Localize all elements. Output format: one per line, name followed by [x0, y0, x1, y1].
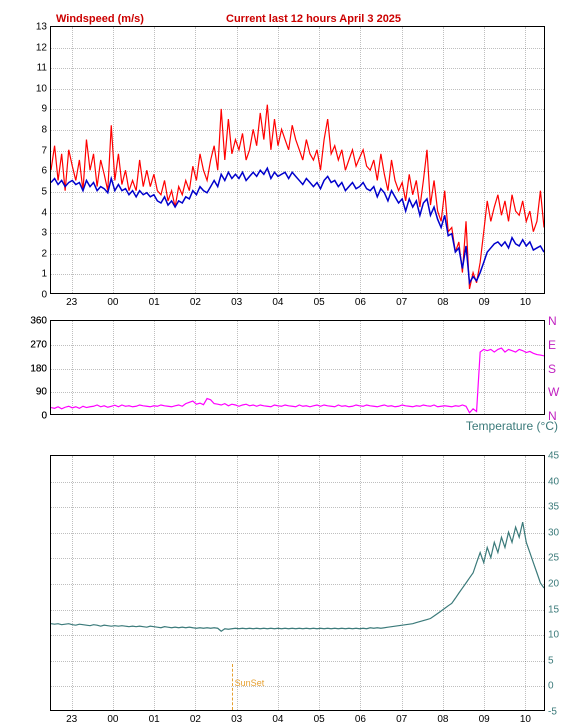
ytick-label: 360: [30, 316, 47, 327]
xtick-label: 06: [355, 297, 366, 308]
windspeed-chart: 0123456789101112132300010203040506070809…: [50, 26, 545, 294]
ytick-label: 11: [37, 63, 47, 74]
series-svg: [51, 27, 544, 293]
xtick-label: 09: [479, 297, 490, 308]
series-gust: [51, 105, 544, 289]
xtick-label: 08: [437, 297, 448, 308]
ytick-label: 13: [36, 22, 47, 33]
xtick-label: 04: [272, 714, 283, 725]
series-direction: [51, 348, 544, 413]
ytick-label: 4: [41, 207, 47, 218]
xtick-label: 10: [520, 297, 531, 308]
ytick-label: 0: [41, 290, 47, 301]
xtick-label: 07: [396, 714, 407, 725]
xtick-label: 01: [149, 714, 160, 725]
ytick-label: -5: [548, 707, 557, 718]
series-svg: [51, 456, 544, 710]
xtick-label: 05: [314, 297, 325, 308]
series-avg: [51, 168, 544, 283]
ytick-label: 0: [548, 681, 554, 692]
ytick-label: 45: [548, 451, 559, 462]
ytick-label: 0: [41, 411, 47, 422]
ytick-label: 35: [548, 502, 559, 513]
xtick-label: 03: [231, 297, 242, 308]
ytick-label: 7: [41, 145, 47, 156]
xtick-label: 01: [149, 297, 160, 308]
xtick-label: 02: [190, 297, 201, 308]
ytick-label: 1: [41, 269, 47, 280]
ytick-label: 2: [41, 248, 47, 259]
chart-title-center: Current last 12 hours April 3 2025: [226, 13, 401, 25]
temperature-title: Temperature (°C): [10, 419, 558, 433]
ytick-label: 10: [36, 83, 47, 94]
ytick-label: 10: [548, 630, 559, 641]
sunset-label: SunSet: [235, 678, 265, 688]
compass-label: N: [548, 409, 557, 423]
temperature-chart: -505101520253035404523000102030405060708…: [50, 455, 545, 711]
xtick-label: 10: [520, 714, 531, 725]
ytick-label: 12: [36, 42, 47, 53]
xtick-label: 23: [66, 714, 77, 725]
windspeed-title: Windspeed (m/s): [56, 13, 144, 25]
xtick-label: 23: [66, 297, 77, 308]
ytick-label: 5: [41, 186, 47, 197]
xtick-label: 02: [190, 714, 201, 725]
direction-chart: 090180270360090180270360NWSEN: [50, 320, 545, 415]
compass-label: E: [548, 338, 556, 352]
xtick-label: 09: [479, 714, 490, 725]
ytick-label: 40: [548, 476, 559, 487]
xtick-label: 08: [437, 714, 448, 725]
xtick-label: 05: [314, 714, 325, 725]
sunset-marker: [232, 664, 233, 710]
ytick-label: 90: [36, 387, 47, 398]
ytick-label: 20: [548, 579, 559, 590]
xtick-label: 00: [107, 714, 118, 725]
compass-label: S: [548, 362, 556, 376]
ytick-label: 15: [548, 604, 559, 615]
ytick-label: 8: [41, 125, 47, 136]
ytick-label: 3: [41, 228, 47, 239]
ytick-label: 180: [30, 363, 47, 374]
ytick-label: 25: [548, 553, 559, 564]
ytick-label: 270: [30, 339, 47, 350]
compass-label: W: [548, 385, 559, 399]
xtick-label: 06: [355, 714, 366, 725]
ytick-label: 30: [548, 527, 559, 538]
compass-label: N: [548, 314, 557, 328]
xtick-label: 03: [231, 714, 242, 725]
xtick-label: 04: [272, 297, 283, 308]
ytick-label: 9: [41, 104, 47, 115]
ytick-label: 6: [41, 166, 47, 177]
ytick-label: 5: [548, 655, 554, 666]
series-temp: [51, 522, 544, 631]
series-svg: [51, 321, 544, 414]
xtick-label: 07: [396, 297, 407, 308]
xtick-label: 00: [107, 297, 118, 308]
